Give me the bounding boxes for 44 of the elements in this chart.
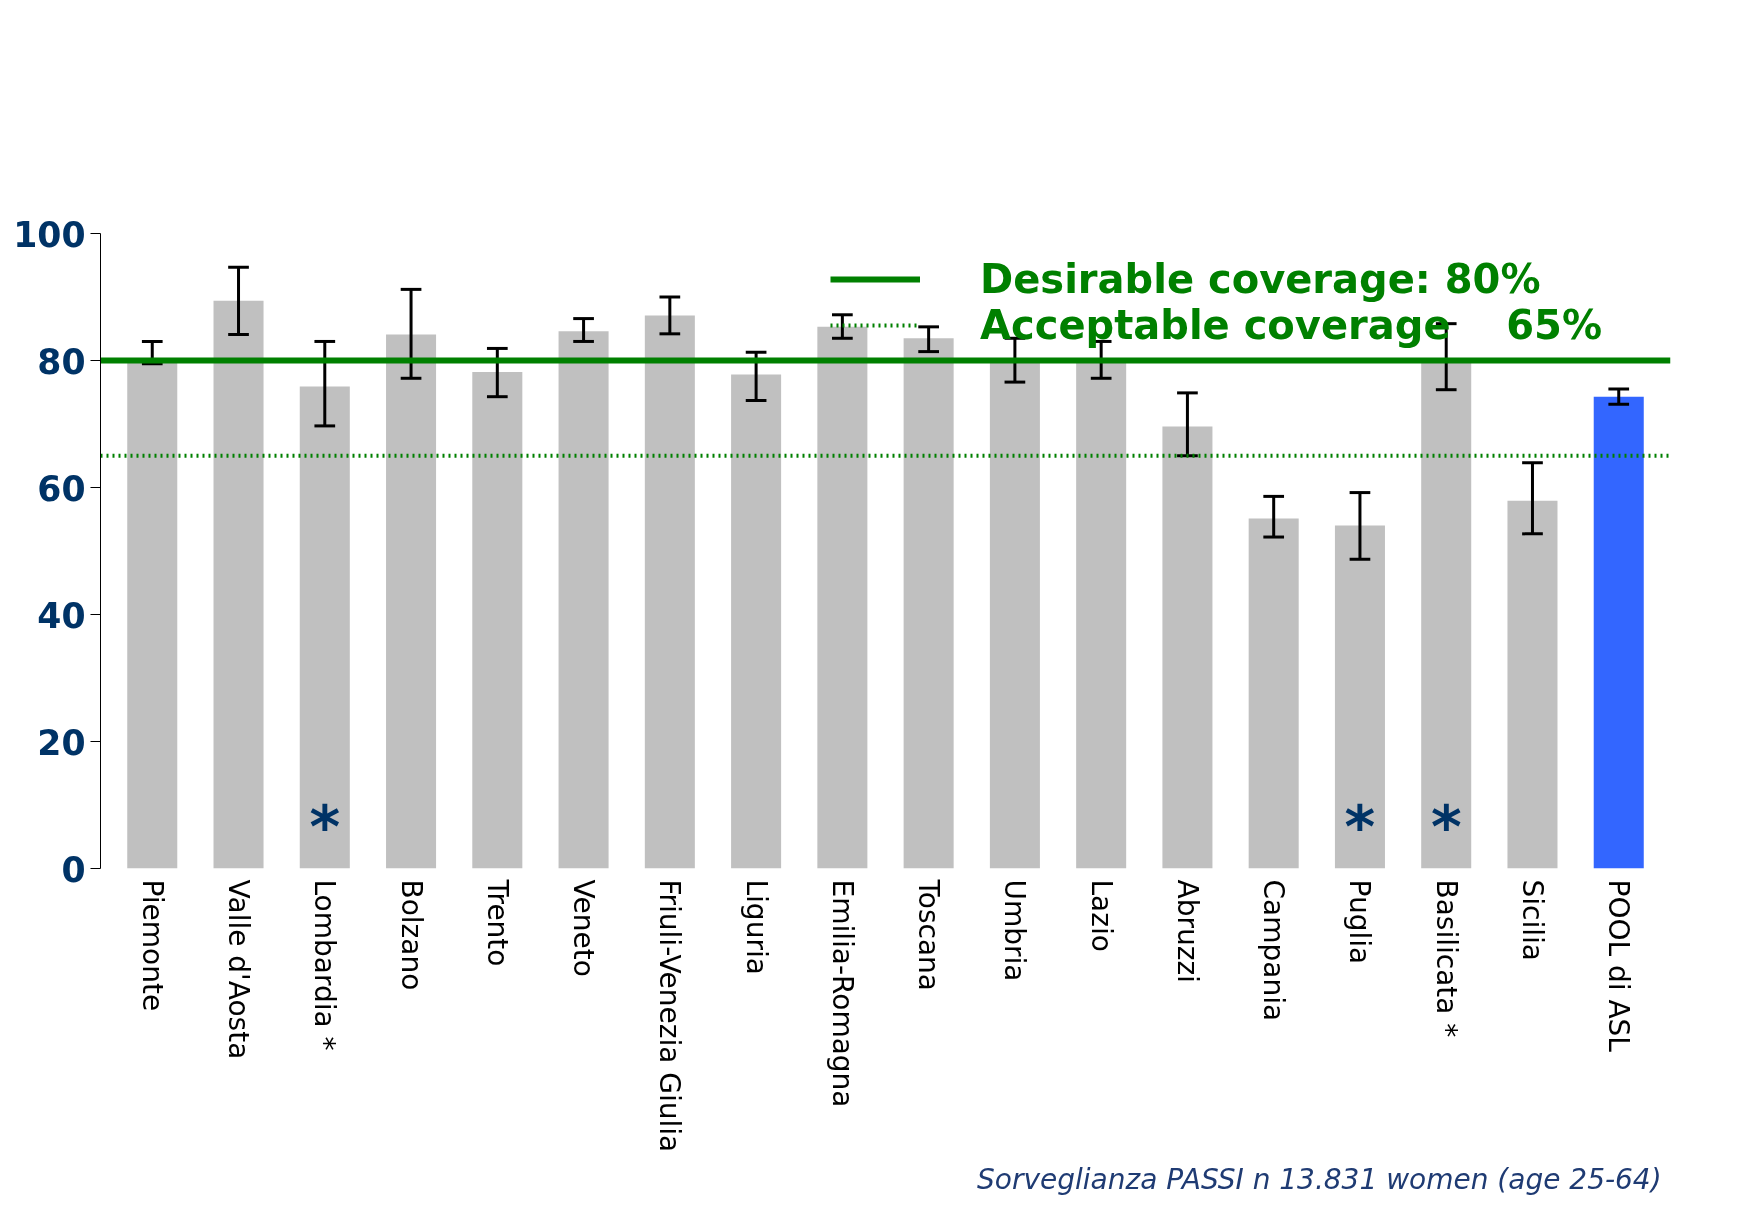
bar bbox=[731, 374, 782, 869]
x-tick-label: Emilia-Romagna bbox=[825, 879, 859, 1108]
y-tick-label: 60 bbox=[37, 468, 86, 509]
x-tick-label: Trento bbox=[480, 878, 514, 967]
x-tick-label: Campania bbox=[1257, 879, 1291, 1022]
x-tick-label: Piemonte bbox=[135, 879, 169, 1012]
x-tick-label: Bolzano bbox=[394, 879, 428, 991]
bar bbox=[472, 371, 523, 869]
x-tick-label: Valle d'Aosta bbox=[222, 879, 256, 1060]
text: Sorveglianza PASSI n 13.831 women (age 25-64) bbox=[977, 1162, 1662, 1196]
bar bbox=[817, 326, 868, 869]
legend-label: Acceptable coverage 65% bbox=[980, 302, 1602, 348]
x-tick-label: POOL di ASL bbox=[1602, 879, 1636, 1053]
x-tick-label: Abruzzi bbox=[1170, 879, 1204, 983]
y-tick-label: 0 bbox=[61, 849, 86, 890]
y-tick-label: 20 bbox=[37, 722, 86, 763]
x-tick-label: Liguria bbox=[739, 879, 773, 975]
x-tick-label: Sicilia bbox=[1515, 879, 1549, 961]
bar bbox=[1334, 525, 1385, 869]
bar bbox=[903, 338, 954, 869]
x-tick-label: Basilicata * bbox=[1429, 879, 1463, 1038]
legend-label: Desirable coverage: 80% bbox=[980, 256, 1541, 302]
bar bbox=[1507, 500, 1558, 869]
x-tick-label: Puglia bbox=[1343, 879, 1377, 965]
y-tick-label: 100 bbox=[13, 214, 86, 255]
x-tick-label: Veneto bbox=[567, 879, 601, 977]
x-tick-label: Umbria bbox=[998, 879, 1032, 982]
bar bbox=[386, 334, 437, 869]
data-label: * bbox=[1430, 792, 1462, 861]
x-tick-label: Lombardia * bbox=[308, 879, 342, 1051]
bar bbox=[1162, 426, 1213, 869]
x-tick-label: Lazio bbox=[1084, 879, 1118, 952]
bar bbox=[644, 315, 695, 869]
bar bbox=[1248, 518, 1299, 869]
x-tick-label: Friuli-Venezia Giulia bbox=[653, 879, 687, 1153]
y-tick-label: 40 bbox=[37, 595, 86, 636]
data-label: * bbox=[309, 792, 341, 861]
data-label: * bbox=[1344, 792, 1376, 861]
bar bbox=[558, 331, 609, 869]
x-tick-label: Toscana bbox=[912, 878, 946, 992]
bar bbox=[1593, 396, 1644, 869]
bar bbox=[299, 386, 350, 869]
bar bbox=[213, 300, 264, 869]
y-tick-label: 80 bbox=[37, 341, 86, 382]
